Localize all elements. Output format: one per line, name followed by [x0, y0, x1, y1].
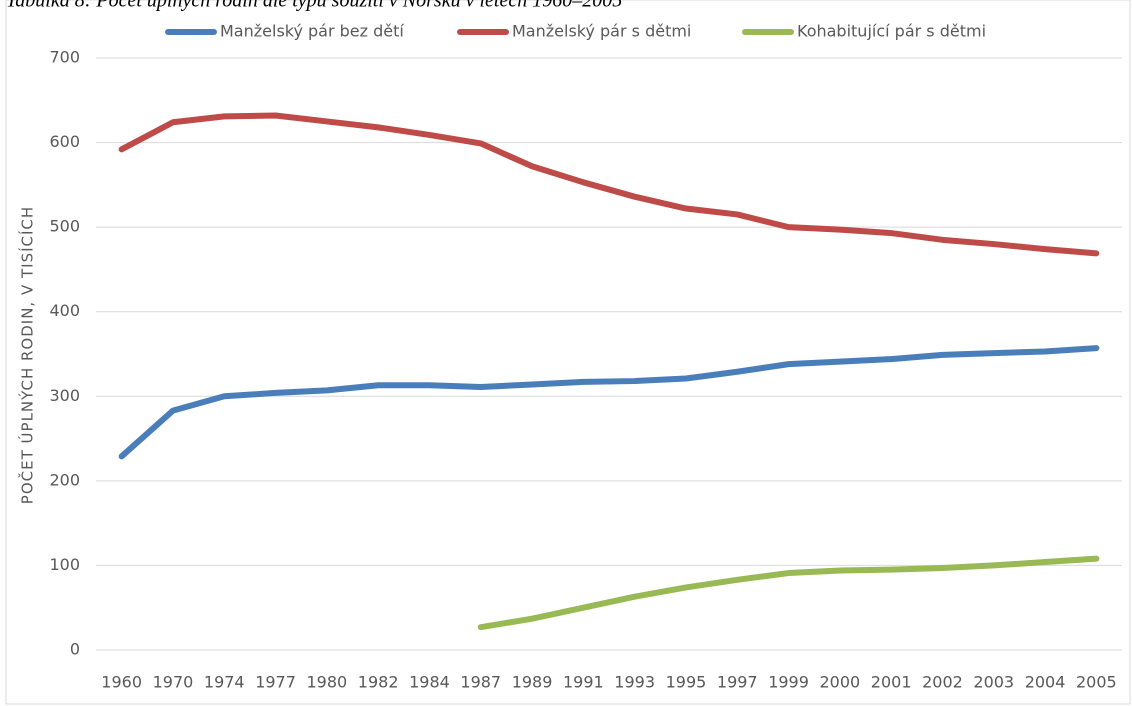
- x-tick-label: 2002: [922, 673, 963, 692]
- x-tick-label: 1991: [563, 673, 604, 692]
- y-tick-label: 700: [49, 48, 80, 67]
- x-tick-label: 2005: [1076, 673, 1117, 692]
- x-tick-label: 1987: [460, 673, 501, 692]
- x-tick-label: 1980: [306, 673, 347, 692]
- x-tick-label: 1989: [512, 673, 553, 692]
- x-tick-label: 1999: [768, 673, 809, 692]
- x-tick-label: 1993: [614, 673, 655, 692]
- y-tick-label: 600: [49, 132, 80, 151]
- x-tick-label: 1982: [358, 673, 399, 692]
- data-line: [118, 345, 1100, 460]
- x-tick-label: 1977: [255, 673, 296, 692]
- legend-label: Manželský pár s dětmi: [512, 22, 691, 41]
- data-line: [118, 112, 1100, 257]
- x-tick-label: 1997: [717, 673, 758, 692]
- y-axis-label: POČET ÚPLNÝCH RODIN, V TISÍCÍCH: [18, 206, 37, 504]
- x-tick-label: 1974: [204, 673, 245, 692]
- y-tick-label: 500: [49, 217, 80, 236]
- x-tick-label: 2003: [973, 673, 1014, 692]
- y-tick-label: 400: [49, 301, 80, 320]
- x-tick-label: 1995: [666, 673, 707, 692]
- y-tick-label: 200: [49, 470, 80, 489]
- data-line: [477, 555, 1100, 631]
- x-tick-label: 2000: [819, 673, 860, 692]
- x-tick-label: 1960: [101, 673, 142, 692]
- y-tick-label: 300: [49, 386, 80, 405]
- x-tick-label: 1984: [409, 673, 450, 692]
- legend-label: Kohabitující pár s dětmi: [797, 22, 986, 41]
- y-tick-label: 0: [70, 640, 80, 659]
- x-tick-label: 1970: [153, 673, 194, 692]
- legend-label: Manželský pár bez dětí: [220, 22, 404, 41]
- y-tick-label: 100: [49, 555, 80, 574]
- chart-title: Tabulka 8: Počet úplných rodin dle typu …: [6, 0, 622, 12]
- x-tick-label: 2001: [871, 673, 912, 692]
- x-tick-label: 2004: [1025, 673, 1066, 692]
